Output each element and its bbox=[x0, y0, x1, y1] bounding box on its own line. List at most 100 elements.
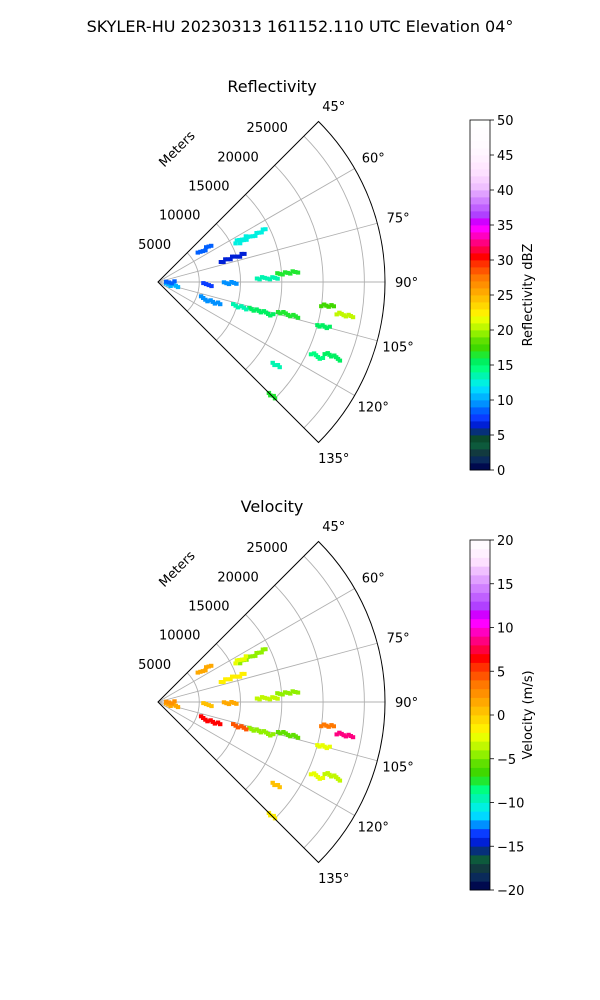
colorbar-segment bbox=[470, 344, 490, 352]
echo-gate bbox=[201, 281, 206, 286]
echo-gate bbox=[271, 732, 276, 737]
echo-gate bbox=[282, 690, 288, 695]
echo-gate bbox=[239, 304, 244, 309]
echo-gate bbox=[242, 657, 247, 662]
echo-gate bbox=[317, 776, 322, 781]
angle-tick-label: 105° bbox=[382, 340, 413, 355]
echo-gate bbox=[218, 680, 224, 684]
echo-gate bbox=[326, 724, 331, 729]
colorbar-segment bbox=[470, 330, 490, 338]
echo-gate bbox=[329, 354, 334, 359]
echo-gate bbox=[285, 732, 291, 737]
colorbar-tick-label: 45 bbox=[497, 149, 514, 164]
colorbar-segment bbox=[470, 225, 490, 233]
echo-gate bbox=[203, 668, 208, 673]
echo-gate bbox=[283, 311, 288, 316]
colorbar-tick-label: 15 bbox=[497, 359, 514, 374]
echo-gate bbox=[218, 260, 224, 264]
echo-gate bbox=[256, 650, 262, 655]
echo-gate bbox=[262, 695, 267, 700]
echo-gate bbox=[242, 671, 247, 676]
colorbar-segment bbox=[470, 820, 490, 830]
echo-gate bbox=[337, 778, 343, 783]
azimuth-spoke bbox=[157, 222, 378, 283]
colorbar-segment bbox=[470, 732, 490, 742]
colorbar-segment bbox=[470, 435, 490, 443]
echo-gate bbox=[270, 360, 275, 365]
echo-gate bbox=[169, 281, 174, 286]
echo-gate bbox=[250, 234, 255, 239]
colorbar: 0 5 10 15 20 25 30 35 40 45 50 Reflectivity dBZ bbox=[469, 114, 536, 479]
echo-gate bbox=[239, 251, 244, 256]
echo-gate bbox=[172, 279, 177, 284]
echo-gate bbox=[203, 282, 209, 287]
echo-gate bbox=[275, 691, 280, 696]
echo-gate bbox=[329, 303, 334, 308]
echo-gate bbox=[254, 651, 259, 655]
echo-gate bbox=[241, 305, 246, 310]
colorbar-segment bbox=[470, 190, 490, 198]
colorbar-segment bbox=[470, 662, 490, 672]
range-tick-label: 5000 bbox=[138, 658, 171, 673]
colorbar-segment bbox=[470, 706, 490, 716]
echo-gate bbox=[295, 270, 301, 275]
echo-gate bbox=[343, 734, 349, 739]
echo-gate bbox=[164, 699, 169, 704]
colorbar-segment bbox=[470, 120, 490, 128]
range-tick-label: 20000 bbox=[217, 150, 258, 165]
echo-gate bbox=[343, 314, 349, 319]
sector-outline bbox=[157, 540, 386, 864]
angle-tick-label: 120° bbox=[358, 820, 389, 835]
azimuth-spoke bbox=[157, 588, 355, 703]
colorbar-segment bbox=[470, 274, 490, 282]
echo-gate bbox=[237, 238, 242, 242]
azimuth-spoke bbox=[157, 168, 355, 283]
echo-gate bbox=[169, 701, 174, 706]
echo-gate bbox=[324, 746, 329, 751]
angle-tick-label: 135° bbox=[318, 872, 349, 887]
echo-gate bbox=[291, 312, 296, 317]
echo-gate bbox=[324, 303, 329, 308]
echo-gate bbox=[234, 701, 239, 706]
echo-gate bbox=[272, 363, 277, 368]
echo-gate bbox=[262, 275, 267, 280]
azimuth-spoke bbox=[157, 281, 355, 396]
echo-gate bbox=[346, 732, 351, 737]
echo-gate bbox=[235, 674, 240, 679]
echo-gate bbox=[265, 696, 270, 701]
echo-gate bbox=[209, 284, 214, 289]
echo-gate bbox=[319, 304, 324, 309]
echo-gate bbox=[283, 731, 288, 736]
colorbar-segment bbox=[470, 653, 490, 663]
colorbar-segment bbox=[470, 723, 490, 733]
angle-tick-label: 60° bbox=[362, 152, 385, 167]
echo-gate bbox=[198, 669, 203, 674]
colorbar-tick-label: 20 bbox=[497, 534, 514, 549]
echo-gate bbox=[234, 281, 239, 286]
echo-gate bbox=[232, 674, 237, 679]
echo-gate bbox=[277, 691, 283, 696]
colorbar-segment bbox=[470, 449, 490, 457]
echo-gate bbox=[334, 732, 339, 737]
colorbar-segment bbox=[470, 456, 490, 464]
echo-gate bbox=[275, 271, 280, 276]
colorbar-segment bbox=[470, 463, 490, 471]
echo-gate bbox=[329, 723, 334, 728]
polar-panel-2: Velocity 45° 60° 75° 90° 105° 120° 135° 5000 1000… bbox=[138, 497, 536, 899]
echo-gate bbox=[263, 647, 268, 652]
range-tick-label: 15000 bbox=[188, 599, 229, 614]
echo-gate bbox=[285, 270, 290, 275]
echo-gate bbox=[291, 732, 296, 737]
echo-gate bbox=[271, 813, 276, 818]
echo-gate bbox=[278, 311, 283, 316]
colorbar-segment bbox=[470, 365, 490, 373]
colorbar-segment bbox=[470, 828, 490, 838]
echo-gate bbox=[233, 723, 238, 728]
angle-tick-label: 90° bbox=[395, 276, 418, 291]
colorbar-tick-label: 5 bbox=[497, 429, 505, 444]
echo-gate bbox=[326, 304, 331, 309]
colorbar-tick-label: 25 bbox=[497, 289, 514, 304]
colorbar-segment bbox=[470, 671, 490, 681]
colorbar-tick-label: −15 bbox=[497, 840, 524, 855]
colorbar-segment bbox=[470, 758, 490, 768]
